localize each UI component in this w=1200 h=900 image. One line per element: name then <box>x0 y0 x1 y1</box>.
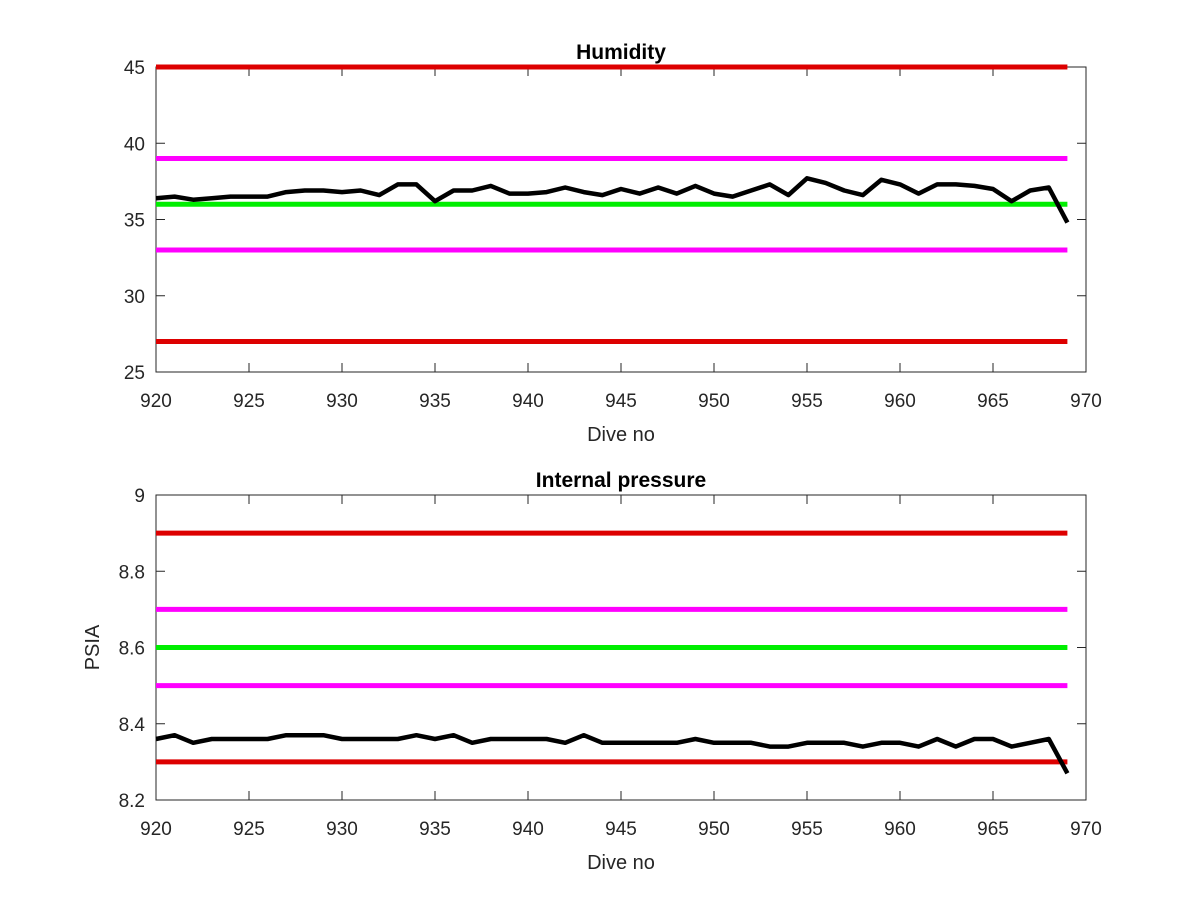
x-tick-label: 950 <box>698 391 730 412</box>
chart-title: Humidity <box>576 41 666 64</box>
y-axis-label: PSIA <box>82 624 104 670</box>
y-tick-label: 8.4 <box>119 715 146 736</box>
x-tick-label: 955 <box>791 819 823 840</box>
data-series-line <box>155 732 1070 775</box>
y-tick-label: 8.6 <box>119 639 145 660</box>
x-tick-label: 940 <box>512 819 544 840</box>
x-tick-label: 970 <box>1070 391 1102 412</box>
x-axis-label: Dive no <box>587 852 655 874</box>
x-tick-label: 955 <box>791 391 823 412</box>
y-tick-label: 25 <box>124 363 145 384</box>
x-tick-label: 965 <box>977 819 1009 840</box>
x-tick-label: 925 <box>233 391 265 412</box>
y-tick-label: 45 <box>124 58 145 79</box>
x-tick-label: 925 <box>233 819 265 840</box>
y-tick-label: 8.8 <box>119 562 145 583</box>
x-tick-label: 970 <box>1070 819 1102 840</box>
internal-pressure-panel: 920 925 930 935 940 945 950 955 960 965 970 8.2 8.4 8… <box>82 469 1102 874</box>
x-tick-label: 920 <box>140 391 172 412</box>
x-tick-label: 930 <box>326 391 358 412</box>
x-tick-label: 935 <box>419 819 451 840</box>
y-tick-label: 30 <box>124 287 145 308</box>
chart-title: Internal pressure <box>536 469 706 492</box>
y-tick-label: 40 <box>124 134 145 155</box>
y-tick-label: 9 <box>134 486 145 507</box>
x-tick-label: 965 <box>977 391 1009 412</box>
x-tick-label: 945 <box>605 819 637 840</box>
x-tick-label: 945 <box>605 391 637 412</box>
humidity-panel: 920 925 930 935 940 945 950 955 960 965 970 25 30 35 4… <box>124 41 1102 446</box>
x-tick-label: 935 <box>419 391 451 412</box>
plot-area-frame <box>155 66 1087 373</box>
data-series-line <box>155 176 1070 224</box>
x-tick-label: 960 <box>884 819 916 840</box>
x-tick-label: 930 <box>326 819 358 840</box>
x-tick-label: 920 <box>140 819 172 840</box>
x-tick-label: 960 <box>884 391 916 412</box>
y-tick-label: 8.2 <box>119 791 145 812</box>
x-axis-label: Dive no <box>587 424 655 446</box>
x-tick-label: 950 <box>698 819 730 840</box>
x-tick-label: 940 <box>512 391 544 412</box>
y-tick-label: 35 <box>124 211 145 232</box>
